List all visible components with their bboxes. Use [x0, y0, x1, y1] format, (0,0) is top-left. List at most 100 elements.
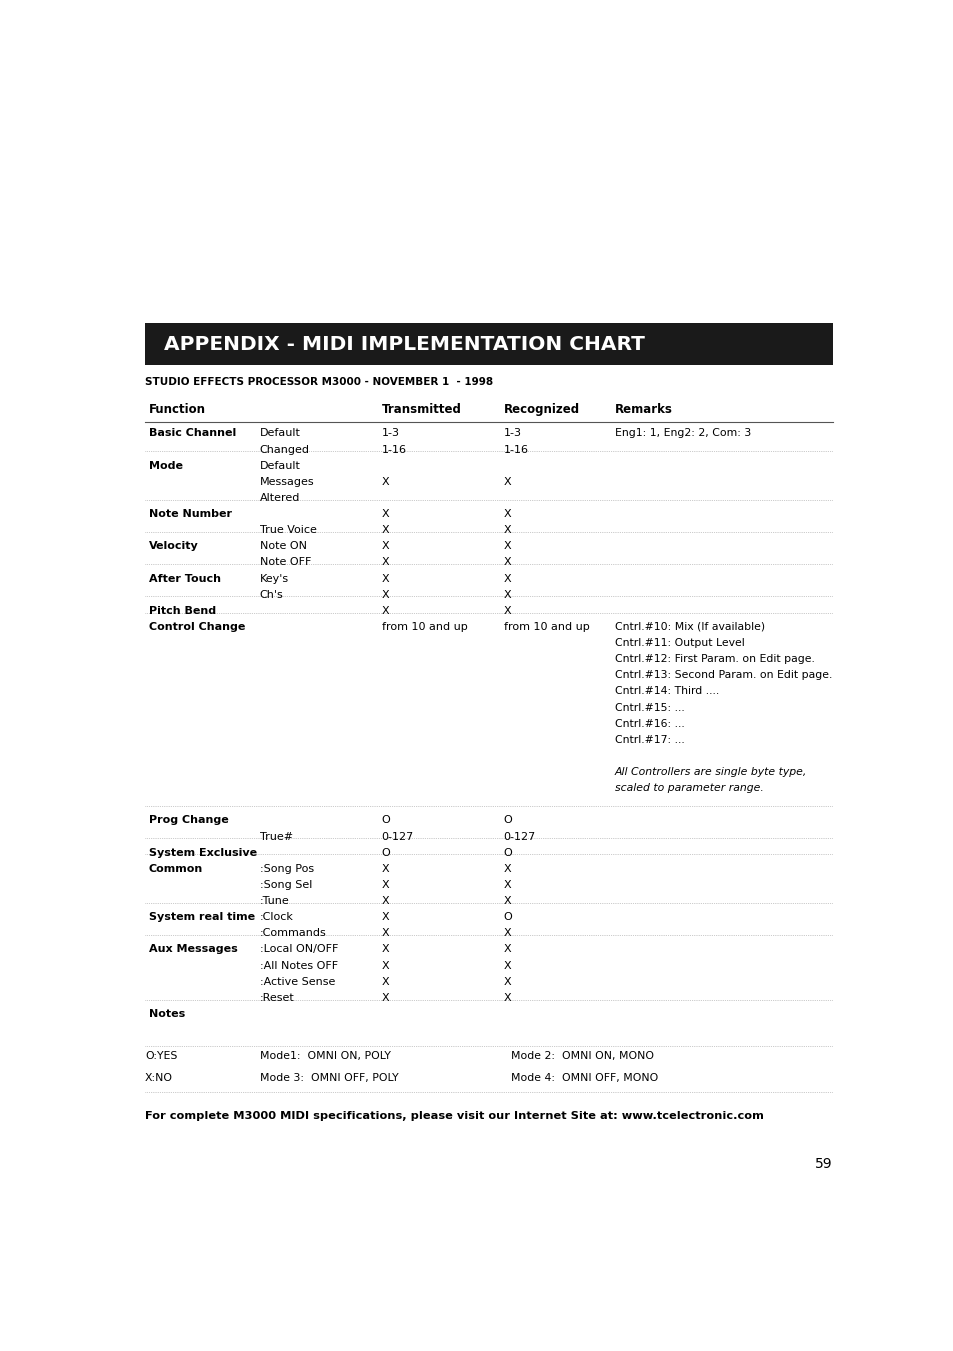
Text: X: X	[503, 977, 511, 986]
Text: Aux Messages: Aux Messages	[149, 944, 237, 954]
Text: Control Change: Control Change	[149, 621, 245, 632]
Text: 0-127: 0-127	[381, 831, 414, 842]
Text: Prog Change: Prog Change	[149, 816, 229, 825]
Text: Mode 2:  OMNI ON, MONO: Mode 2: OMNI ON, MONO	[511, 1051, 654, 1061]
Text: X: X	[381, 542, 389, 551]
Text: Notes: Notes	[149, 1009, 185, 1019]
Text: X: X	[503, 880, 511, 890]
Text: :Song Sel: :Song Sel	[259, 880, 312, 890]
Text: Cntrl.#17: ...: Cntrl.#17: ...	[614, 735, 683, 744]
Text: Cntrl.#13: Second Param. on Edit page.: Cntrl.#13: Second Param. on Edit page.	[614, 670, 831, 681]
Text: Cntrl.#15: ...: Cntrl.#15: ...	[614, 703, 683, 712]
Text: Mode: Mode	[149, 461, 183, 470]
Text: Messages: Messages	[259, 477, 314, 486]
Text: 1-16: 1-16	[381, 444, 406, 454]
Text: True#: True#	[259, 831, 293, 842]
Text: X: X	[381, 574, 389, 584]
Text: from 10 and up: from 10 and up	[503, 621, 589, 632]
Text: Note ON: Note ON	[259, 542, 307, 551]
Text: Remarks: Remarks	[614, 404, 672, 416]
Text: X: X	[503, 896, 511, 907]
Text: Function: Function	[149, 404, 206, 416]
Text: Note OFF: Note OFF	[259, 558, 311, 567]
Text: Cntrl.#10: Mix (If available): Cntrl.#10: Mix (If available)	[614, 621, 764, 632]
Text: Mode 3:  OMNI OFF, POLY: Mode 3: OMNI OFF, POLY	[259, 1074, 398, 1084]
FancyBboxPatch shape	[145, 323, 832, 365]
Text: X: X	[381, 912, 389, 923]
Text: :All Notes OFF: :All Notes OFF	[259, 961, 337, 970]
Text: X: X	[503, 589, 511, 600]
Text: Pitch Bend: Pitch Bend	[149, 605, 215, 616]
Text: Cntrl.#14: Third ....: Cntrl.#14: Third ....	[614, 686, 719, 696]
Text: X: X	[503, 961, 511, 970]
Text: X: X	[503, 993, 511, 1002]
Text: X: X	[381, 605, 389, 616]
Text: 1-16: 1-16	[503, 444, 528, 454]
Text: :Local ON/OFF: :Local ON/OFF	[259, 944, 337, 954]
Text: X: X	[381, 526, 389, 535]
Text: X: X	[503, 928, 511, 939]
Text: O: O	[381, 816, 390, 825]
Text: Default: Default	[259, 428, 300, 439]
Text: scaled to parameter range.: scaled to parameter range.	[614, 784, 762, 793]
Text: STUDIO EFFECTS PROCESSOR M3000 - NOVEMBER 1  - 1998: STUDIO EFFECTS PROCESSOR M3000 - NOVEMBE…	[145, 377, 493, 388]
Text: Mode1:  OMNI ON, POLY: Mode1: OMNI ON, POLY	[259, 1051, 390, 1061]
Text: X: X	[503, 509, 511, 519]
Text: Changed: Changed	[259, 444, 310, 454]
Text: X: X	[381, 558, 389, 567]
Text: Cntrl.#16: ...: Cntrl.#16: ...	[614, 719, 683, 728]
Text: X: X	[381, 863, 389, 874]
Text: X: X	[381, 977, 389, 986]
Text: Ch's: Ch's	[259, 589, 283, 600]
Text: APPENDIX - MIDI IMPLEMENTATION CHART: APPENDIX - MIDI IMPLEMENTATION CHART	[164, 335, 644, 354]
Text: X: X	[503, 477, 511, 486]
Text: X: X	[381, 880, 389, 890]
Text: X: X	[503, 542, 511, 551]
Text: Recognized: Recognized	[503, 404, 579, 416]
Text: X: X	[381, 477, 389, 486]
Text: X: X	[381, 509, 389, 519]
Text: X: X	[503, 605, 511, 616]
Text: X: X	[381, 896, 389, 907]
Text: X: X	[503, 526, 511, 535]
Text: Common: Common	[149, 863, 203, 874]
Text: Cntrl.#11: Output Level: Cntrl.#11: Output Level	[614, 638, 743, 648]
Text: X: X	[503, 863, 511, 874]
Text: Basic Channel: Basic Channel	[149, 428, 235, 439]
Text: :Active Sense: :Active Sense	[259, 977, 335, 986]
Text: Velocity: Velocity	[149, 542, 198, 551]
Text: :Tune: :Tune	[259, 896, 289, 907]
Text: O: O	[381, 847, 390, 858]
Text: Key's: Key's	[259, 574, 289, 584]
Text: Note Number: Note Number	[149, 509, 232, 519]
Text: X: X	[503, 558, 511, 567]
Text: :Song Pos: :Song Pos	[259, 863, 314, 874]
Text: Transmitted: Transmitted	[381, 404, 461, 416]
Text: X: X	[503, 574, 511, 584]
Text: X: X	[381, 993, 389, 1002]
Text: :Commands: :Commands	[259, 928, 326, 939]
Text: from 10 and up: from 10 and up	[381, 621, 467, 632]
Text: X: X	[503, 944, 511, 954]
Text: X: X	[381, 944, 389, 954]
Text: X: X	[381, 928, 389, 939]
Text: System real time: System real time	[149, 912, 254, 923]
Text: X:NO: X:NO	[145, 1074, 172, 1084]
Text: Cntrl.#12: First Param. on Edit page.: Cntrl.#12: First Param. on Edit page.	[614, 654, 814, 665]
Text: System Exclusive: System Exclusive	[149, 847, 256, 858]
Text: :Reset: :Reset	[259, 993, 294, 1002]
Text: 1-3: 1-3	[381, 428, 399, 439]
Text: Default: Default	[259, 461, 300, 470]
Text: All Controllers are single byte type,: All Controllers are single byte type,	[614, 767, 806, 777]
Text: X: X	[381, 589, 389, 600]
Text: 1-3: 1-3	[503, 428, 521, 439]
Text: For complete M3000 MIDI specifications, please visit our Internet Site at: www.t: For complete M3000 MIDI specifications, …	[145, 1111, 763, 1121]
Text: After Touch: After Touch	[149, 574, 220, 584]
Text: O: O	[503, 912, 512, 923]
Text: O: O	[503, 816, 512, 825]
Text: True Voice: True Voice	[259, 526, 316, 535]
Text: Mode 4:  OMNI OFF, MONO: Mode 4: OMNI OFF, MONO	[511, 1074, 658, 1084]
Text: 0-127: 0-127	[503, 831, 536, 842]
Text: :Clock: :Clock	[259, 912, 294, 923]
Text: 59: 59	[814, 1158, 832, 1171]
